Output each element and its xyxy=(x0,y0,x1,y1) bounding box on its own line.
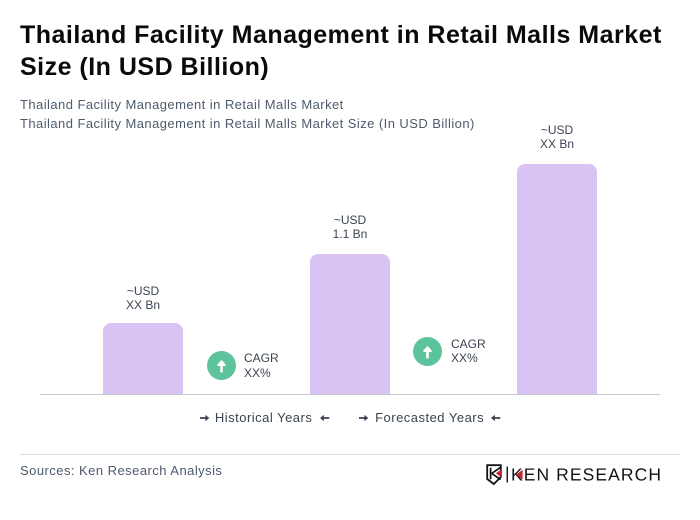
svg-text:KEN RESEARCH: KEN RESEARCH xyxy=(511,465,661,485)
